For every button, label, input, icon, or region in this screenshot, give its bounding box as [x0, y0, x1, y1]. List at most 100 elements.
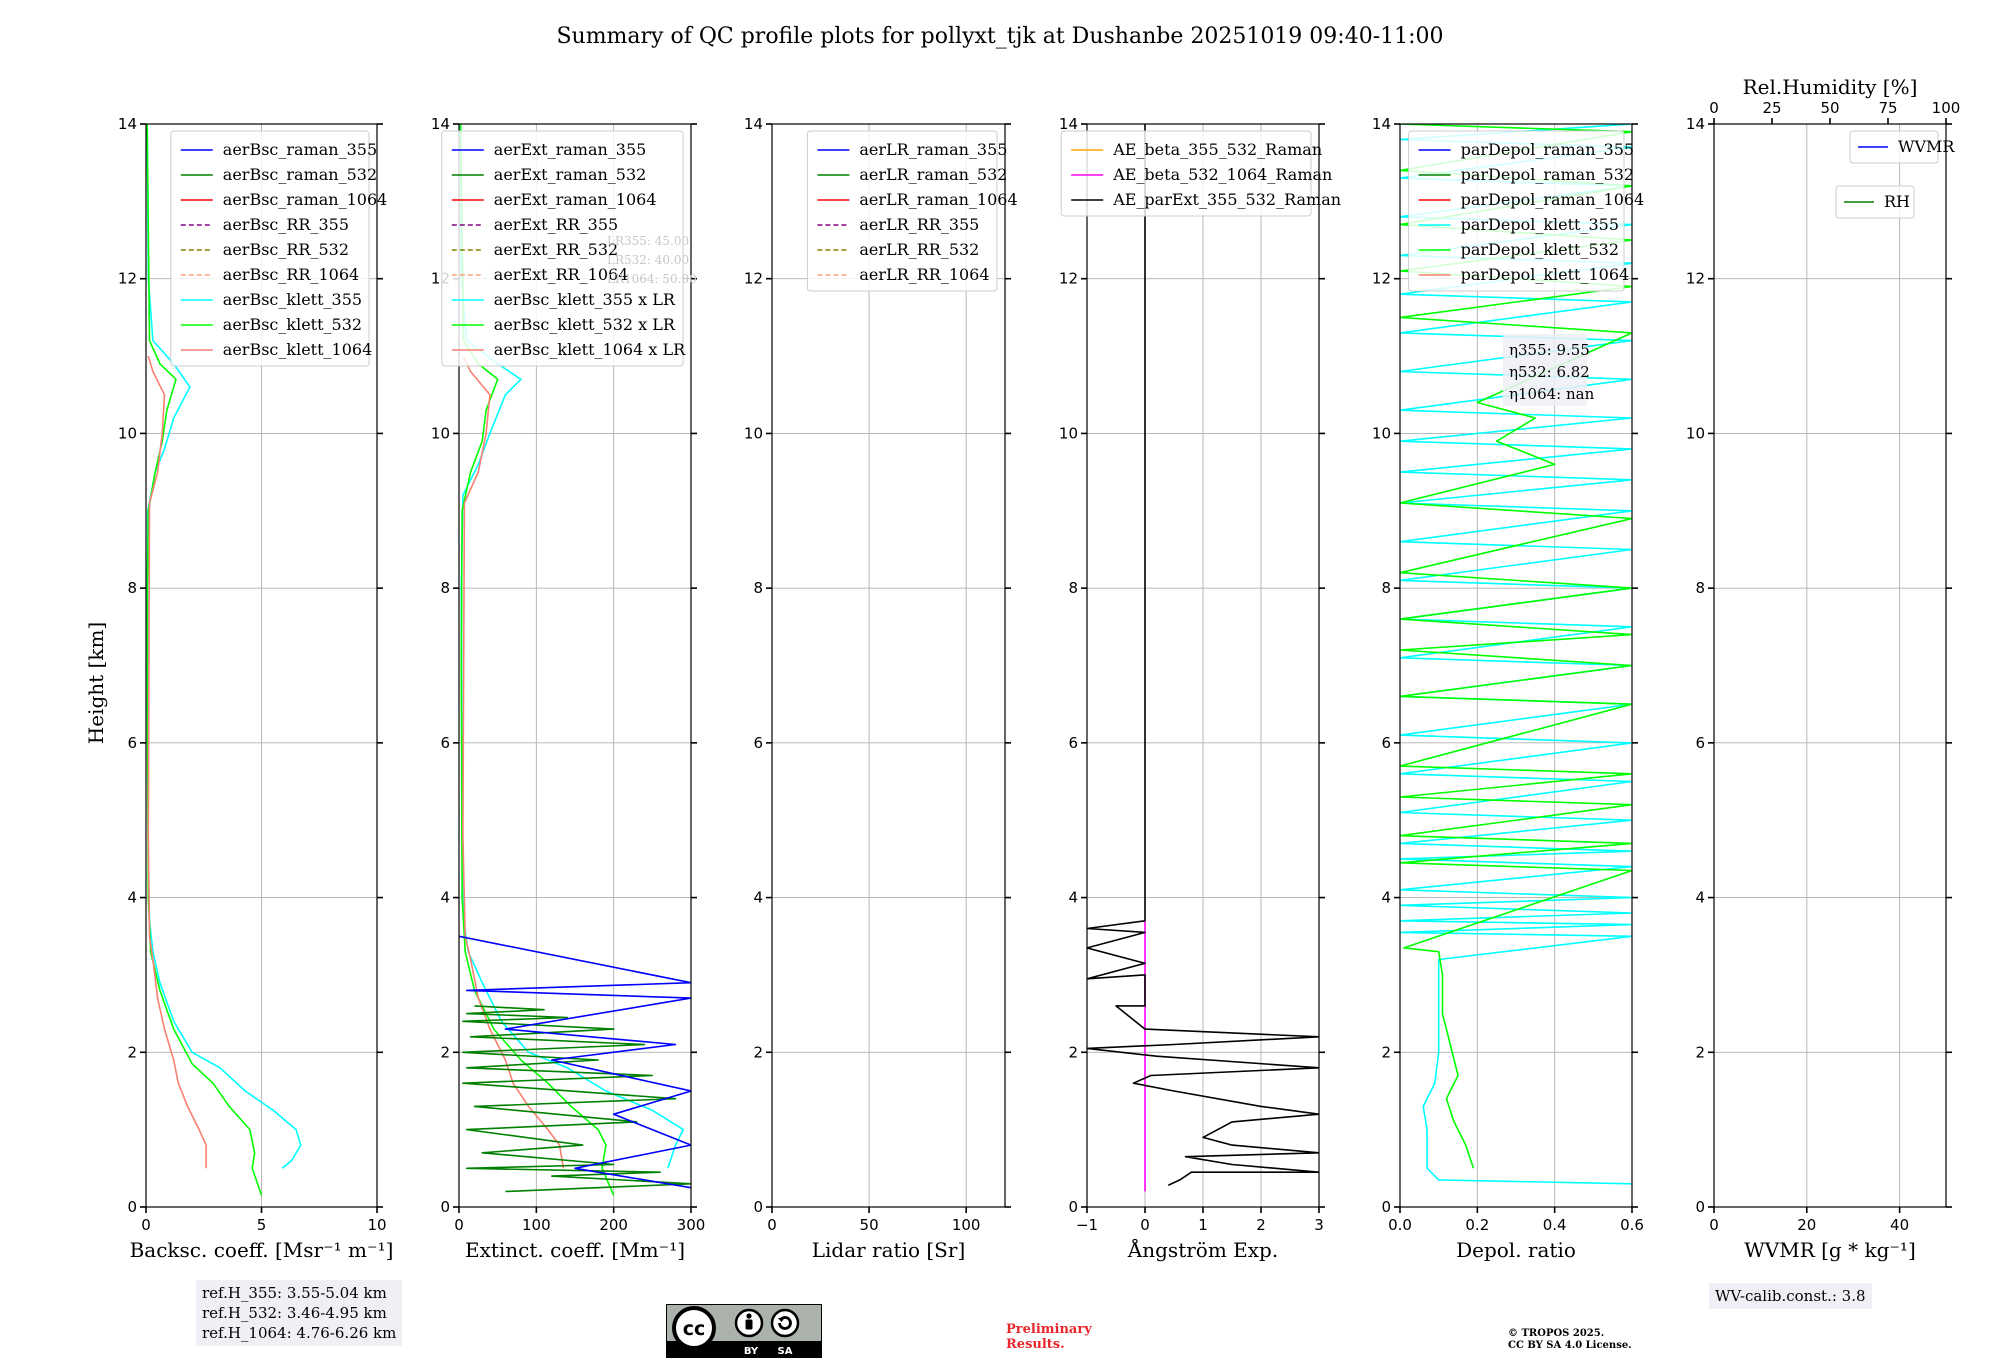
x-tick-label: 50	[860, 1216, 879, 1234]
legend-label: aerBsc_klett_355	[223, 290, 362, 309]
y-tick-label: 4	[1381, 889, 1391, 907]
x-tick-label: 5	[257, 1216, 267, 1234]
y-tick-label: 0	[127, 1198, 137, 1216]
legend-label: aerBsc_klett_1064	[223, 340, 372, 359]
eta-text: η532: 6.82	[1509, 363, 1590, 381]
y-tick-label: 2	[1068, 1043, 1078, 1061]
y-tick-label: 4	[1068, 889, 1078, 907]
y-tick-label: 4	[440, 889, 450, 907]
legend-label: aerLR_raman_355	[859, 140, 1007, 159]
y-tick-label: 6	[1381, 734, 1391, 752]
eta-text: η355: 9.55	[1509, 341, 1590, 359]
series-line-parDepol_klett_355	[1400, 124, 1632, 1185]
legend: aerLR_raman_355 aerLR_raman_532 aerLR_rama…	[806, 130, 1018, 292]
legend-box	[1060, 130, 1312, 217]
preliminary-note: Preliminary Results.	[1006, 1322, 1092, 1352]
y-tick-label: 4	[1695, 889, 1705, 907]
y-tick-label: 14	[431, 115, 450, 133]
x-tick-label: 0.0	[1388, 1216, 1412, 1234]
y-tick-label: 14	[1059, 115, 1078, 133]
legend-label: aerBsc_RR_532	[223, 240, 349, 259]
x-tick-label: 2	[1256, 1216, 1266, 1234]
legend-label: aerBsc_raman_355	[223, 140, 377, 159]
x-tick-label: 0	[1140, 1216, 1150, 1234]
x-axis-label: Extinct. coeff. [Mm⁻¹]	[465, 1238, 685, 1262]
eta-box	[1503, 334, 1587, 406]
x-tick-label: 1	[1198, 1216, 1208, 1234]
copyright-note: © TROPOS 2025. CC BY SA 4.0 License.	[1508, 1328, 1632, 1352]
y-tick-label: 0	[1695, 1198, 1705, 1216]
x-tick-label: 0.4	[1543, 1216, 1567, 1234]
panel-frame	[1399, 123, 1633, 1208]
y-tick-label: 4	[127, 889, 137, 907]
legend-label: aerBsc_raman_532	[223, 165, 377, 184]
legend-label: aerLR_RR_532	[859, 240, 979, 259]
legend-wvmr: WVMR	[1849, 130, 1955, 164]
x-axis-label: Depol. ratio	[1456, 1238, 1576, 1262]
top-tick-label: 50	[1820, 99, 1839, 117]
x-axis-label: Ångström Exp.	[1127, 1237, 1278, 1262]
legend-label: aerExt_raman_532	[494, 165, 647, 184]
x-tick-label: 0	[141, 1216, 151, 1234]
legend-label: AE_parExt_355_532_Raman	[1112, 190, 1341, 209]
y-tick-label: 8	[1068, 579, 1078, 597]
series-line-aerBsc_klett_1064	[147, 355, 207, 1169]
legend-label: parDepol_klett_532	[1461, 240, 1619, 259]
y-tick-label: 8	[1381, 579, 1391, 597]
x-axis-label: Backsc. coeff. [Msr⁻¹ m⁻¹]	[130, 1238, 394, 1262]
cc-license-badge: cc BY SA	[666, 1304, 822, 1358]
series-group	[459, 124, 691, 1196]
y-tick-label: 2	[440, 1043, 450, 1061]
y-tick-label: 12	[1686, 270, 1705, 288]
y-tick-label: 14	[744, 115, 763, 133]
y-tick-label: 6	[1068, 734, 1078, 752]
y-tick-label: 6	[1695, 734, 1705, 752]
legend-label: aerBsc_RR_355	[223, 215, 349, 234]
x-tick-label: −1	[1076, 1216, 1098, 1234]
y-tick-label: 14	[1372, 115, 1391, 133]
ref-h-532-text: ref.H_532: 3.46-4.95 km	[202, 1304, 387, 1322]
x-tick-label: 20	[1797, 1216, 1816, 1234]
x-tick-label: 0.2	[1465, 1216, 1489, 1234]
lr-annotation: LR355: 45.00	[607, 234, 689, 248]
legend-label: aerBsc_klett_355 x LR	[494, 290, 676, 309]
y-tick-label: 8	[127, 579, 137, 597]
y-tick-label: 0	[1068, 1198, 1078, 1216]
y-tick-label: 12	[1372, 270, 1391, 288]
legend-label: aerLR_RR_1064	[859, 265, 989, 284]
y-tick-label: 8	[440, 579, 450, 597]
y-tick-label: 14	[1686, 115, 1705, 133]
lr-annotation: LR532: 40.00	[607, 253, 689, 267]
x-tick-label: 10	[367, 1216, 386, 1234]
series-line-aerExt_raman_355	[459, 935, 691, 1189]
legend-label: RH	[1884, 192, 1910, 211]
copyright-line-2: CC BY SA 4.0 License.	[1508, 1340, 1632, 1351]
series-group	[146, 124, 302, 1196]
series-group	[1087, 124, 1319, 1192]
y-tick-label: 12	[118, 270, 137, 288]
legend-label: aerBsc_klett_1064 x LR	[494, 340, 686, 359]
legend-label: aerBsc_RR_1064	[223, 265, 359, 284]
y-tick-label: 8	[1695, 579, 1705, 597]
legend-label: parDepol_klett_355	[1461, 215, 1619, 234]
top-tick-label: 100	[1932, 99, 1961, 117]
legend-box	[806, 130, 998, 292]
legend-label: aerLR_RR_355	[859, 215, 979, 234]
legend-rh: RH	[1835, 185, 1915, 219]
y-tick-label: 0	[1381, 1198, 1391, 1216]
x-axis-label: WVMR [g * kg⁻¹]	[1744, 1238, 1916, 1262]
cc-by-label: BY	[744, 1346, 759, 1357]
panel-backscatter: 0 2 4 6 8 10 12 14 0 5 10 Backsc. coeff. [Msr⁻¹ m⁻¹…	[118, 115, 393, 1262]
series-line-aerBsc_klett_532 x LR	[459, 124, 615, 1196]
y-axis-label: Height [km]	[84, 622, 108, 744]
panel-depol: 0 2 4 6 8 10 12 14 0.0 0.2 0.4 0.6 Depol. ratio parDe…	[1372, 115, 1644, 1262]
legend-label: parDepol_klett_1064	[1461, 265, 1630, 284]
y-tick-label: 0	[440, 1198, 450, 1216]
y-tick-label: 0	[753, 1198, 763, 1216]
legend-label: parDepol_raman_355	[1461, 140, 1634, 159]
legend: parDepol_raman_355 parDepol_raman_532 parD…	[1408, 130, 1644, 292]
cc-sa-icon	[770, 1308, 800, 1338]
